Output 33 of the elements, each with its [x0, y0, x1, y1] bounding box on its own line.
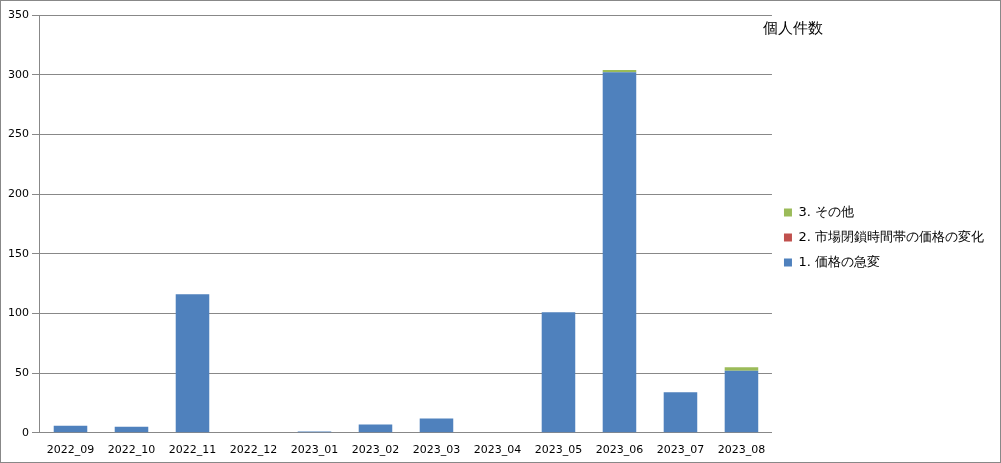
bar [724, 367, 759, 371]
x-tick-label: 2022_11 [168, 443, 217, 457]
bar [419, 418, 454, 433]
x-tick-label: 2023_08 [717, 443, 766, 457]
x-tick-label: 2023_04 [473, 443, 522, 457]
bar [724, 370, 759, 433]
y-tick-label: 350 [8, 7, 29, 21]
x-tick-label: 2022_10 [107, 443, 156, 457]
x-tick-label: 2023_06 [595, 443, 644, 457]
bar [358, 424, 393, 433]
legend-label: 3. その他 [798, 203, 855, 219]
bar [602, 72, 637, 433]
x-tick-label: 2023_02 [351, 443, 400, 457]
x-tick-label: 2023_05 [534, 443, 583, 457]
x-tick-label: 2023_07 [656, 443, 705, 457]
y-tick-label: 50 [15, 365, 29, 379]
chart-title: 個人件数 [763, 19, 823, 38]
y-tick-label: 100 [8, 306, 29, 320]
y-tick-label: 250 [8, 127, 29, 141]
legend-label: 2. 市場閉鎖時間帯の価格の変化 [798, 228, 985, 244]
x-tick-label: 2022_09 [46, 443, 95, 457]
bar [114, 426, 149, 433]
x-tick-label: 2023_03 [412, 443, 461, 457]
bar [541, 312, 576, 433]
y-tick-label: 200 [8, 186, 29, 200]
legend-label: 1. 価格の急変 [798, 253, 881, 269]
bar [663, 392, 698, 433]
x-tick-label: 2022_12 [229, 443, 278, 457]
bar [175, 294, 210, 433]
y-tick-label: 300 [8, 67, 29, 81]
y-tick-label: 0 [22, 425, 29, 439]
x-tick-label: 2023_01 [290, 443, 339, 457]
y-tick-label: 150 [8, 246, 29, 260]
